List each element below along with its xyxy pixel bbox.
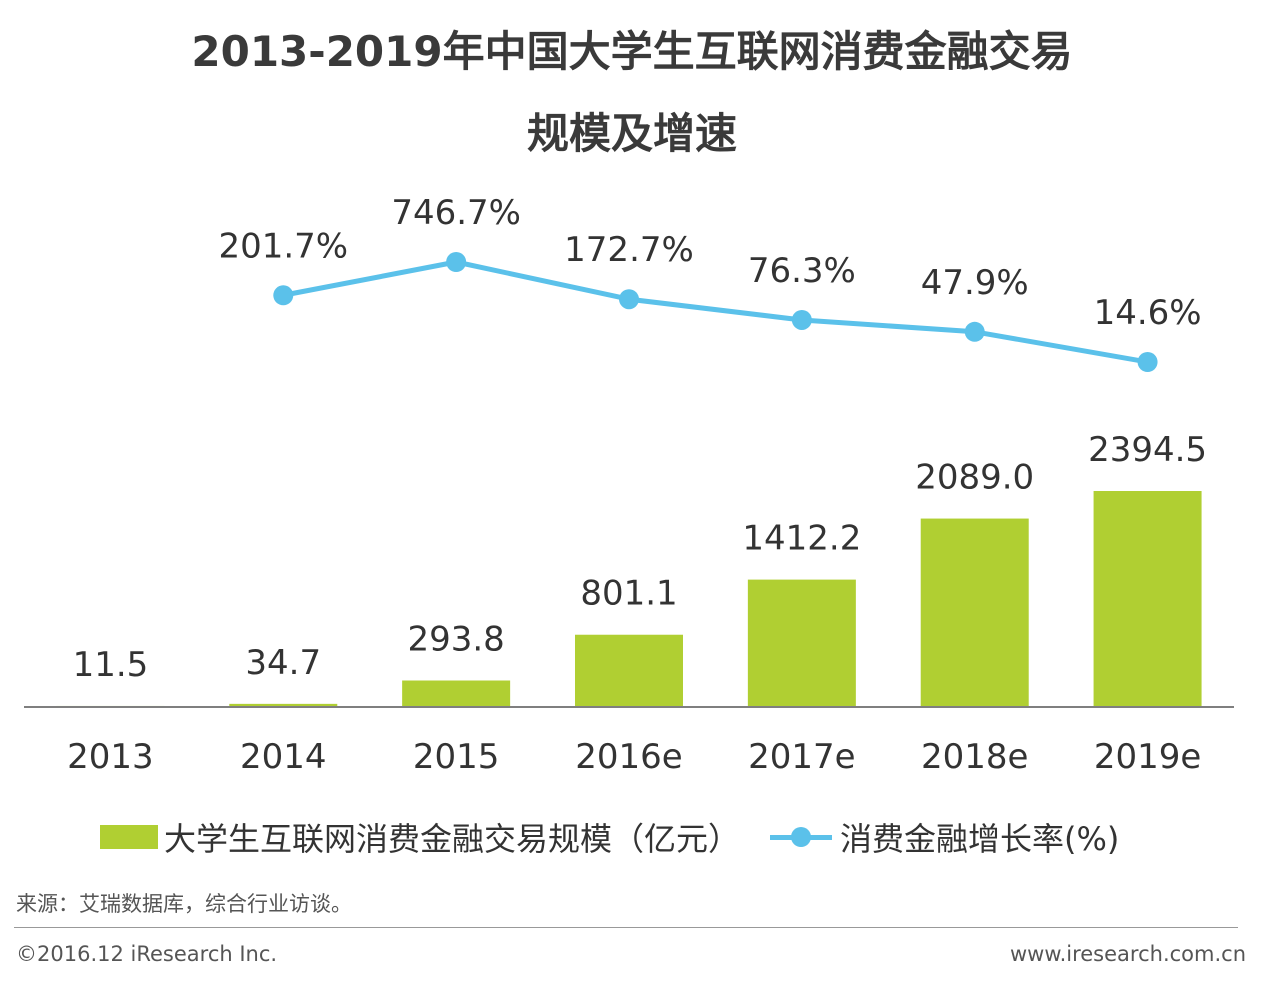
bar-2016e	[575, 634, 683, 707]
legend-item-volume: 大学生互联网消费金融交易规模（亿元）	[100, 814, 740, 860]
x-tick-2017e: 2017e	[748, 737, 855, 777]
growth-rate-line	[282, 259, 1149, 365]
chart-title-line-1: 2013-2019年中国大学生互联网消费金融交易	[191, 27, 1073, 76]
source-note: 来源：艾瑞数据库，综合行业访谈。	[16, 892, 352, 916]
growth-label-2016e: 172.7%	[564, 230, 694, 270]
bar-label-2015: 293.8	[407, 619, 504, 659]
x-tick-2013: 2013	[67, 737, 154, 777]
legend-label-volume: 大学生互联网消费金融交易规模（亿元）	[164, 820, 741, 858]
bar-label-2016e: 801.1	[580, 574, 677, 614]
legend-line-swatch	[770, 825, 833, 849]
growth-point-2014	[273, 285, 294, 306]
bar-2014	[229, 703, 338, 707]
x-tick-2019e: 2019e	[1094, 737, 1201, 777]
bar-2019e	[1093, 491, 1202, 707]
growth-label-2017e: 76.3%	[748, 251, 856, 291]
copyright-text: ©2016.12 iResearch Inc.	[16, 942, 278, 966]
growth-label-2018e: 47.9%	[921, 263, 1029, 303]
chart-title-line-2: 规模及增速	[526, 109, 737, 158]
growth-label-2015: 746.7%	[391, 193, 521, 233]
growth-point-2016e	[619, 289, 639, 310]
legend-item-growth: 消费金融增长率(%)	[740, 814, 1119, 860]
growth-label-2019e: 14.6%	[1094, 293, 1202, 333]
growth-point-2018e	[964, 321, 985, 342]
bar-2015	[402, 680, 511, 707]
x-tick-2018e: 2018e	[921, 737, 1028, 777]
website-url: www.iresearch.com.cn	[1009, 942, 1246, 966]
footer-divider	[14, 927, 1238, 928]
growth-point-2017e	[791, 309, 812, 330]
bar-label-2013: 11.5	[73, 645, 149, 685]
bar-label-2014: 34.7	[245, 643, 321, 683]
growth-point-2015	[446, 252, 467, 272]
legend-bar-swatch	[100, 825, 158, 849]
legend-label-growth: 消费金融增长率(%)	[840, 820, 1120, 858]
bar-2018e	[920, 518, 1029, 707]
bar-label-2018e: 2089.0	[915, 458, 1034, 498]
growth-point-2019e	[1137, 352, 1158, 372]
chart-legend: 大学生互联网消费金融交易规模（亿元） 消费金融增长率(%)	[100, 812, 1119, 862]
growth-label-2014: 201.7%	[218, 226, 348, 266]
x-tick-2016e: 2016e	[575, 737, 682, 777]
chart-canvas: 11.5 34.7 293.8 801.1 1412.2 2089.0 2394.5 2013…	[24, 193, 1234, 777]
bar-label-2019e: 2394.5	[1088, 430, 1207, 470]
x-tick-2015: 2015	[413, 737, 500, 777]
bar-2017e	[747, 579, 856, 707]
bar-label-2017e: 1412.2	[742, 519, 861, 559]
x-tick-2014: 2014	[240, 737, 327, 777]
